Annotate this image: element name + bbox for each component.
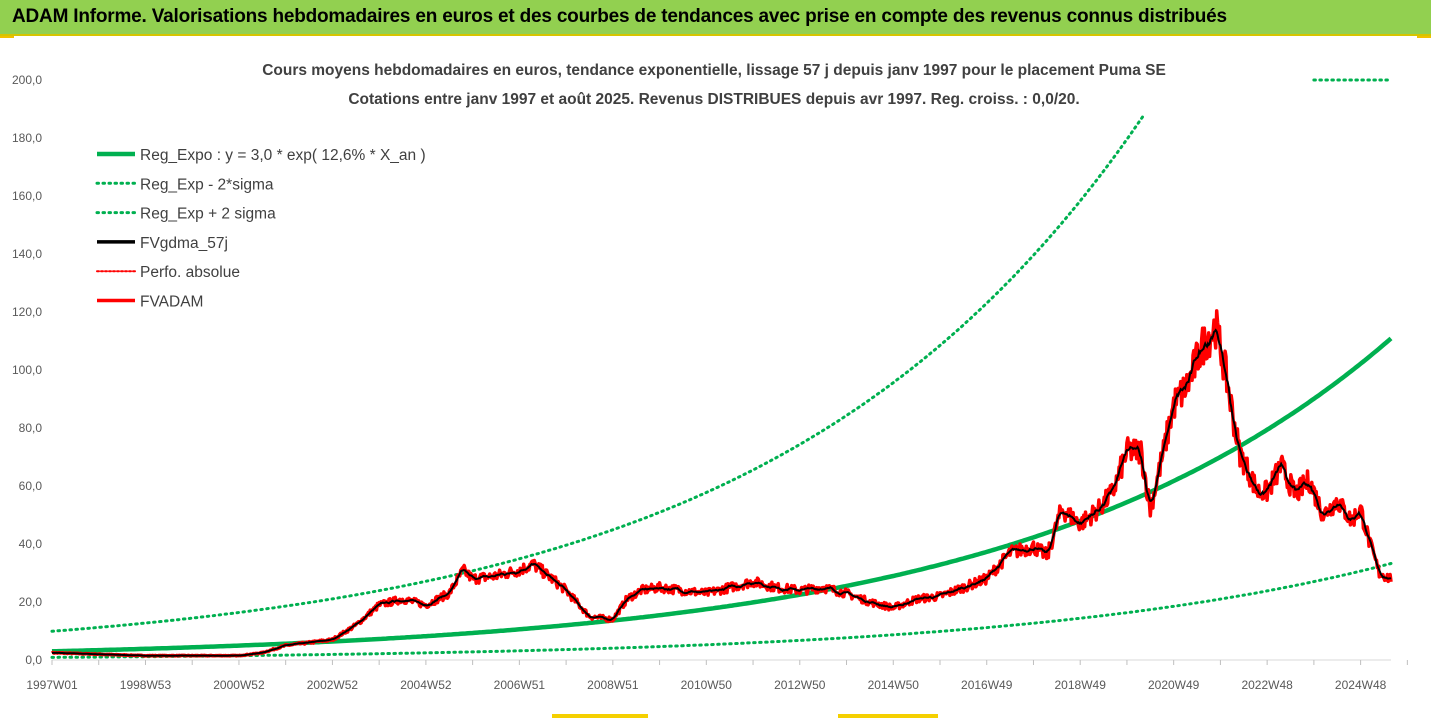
report-header: ADAM Informe. Valorisations hebdomadaire… (0, 0, 1431, 36)
x-tick-label: 2022W48 (1241, 678, 1293, 692)
y-tick-label: 180,0 (12, 131, 42, 145)
legend-label: Reg_Exp - 2*sigma (140, 176, 274, 193)
x-tick-label: 1997W01 (26, 678, 78, 692)
series-line-fvgdma (52, 328, 1392, 657)
x-tick-label: 2008W51 (587, 678, 639, 692)
x-tick-label: 2024W48 (1335, 678, 1387, 692)
x-tick-label: 2018W49 (1055, 678, 1107, 692)
series-line-upper-band (50, 114, 1145, 633)
x-tick-label: 2006W51 (494, 678, 546, 692)
series-line-lower-band (50, 562, 1393, 659)
y-tick-label: 60,0 (19, 479, 43, 493)
y-tick-label: 120,0 (12, 305, 42, 319)
y-tick-label: 200,0 (12, 73, 42, 87)
y-tick-label: 80,0 (19, 421, 43, 435)
legend-label: Reg_Expo : y = 3,0 * exp( 12,6% * X_an ) (140, 147, 426, 164)
legend-label: Reg_Exp + 2 sigma (140, 206, 276, 223)
x-tick-label: 2012W50 (774, 678, 826, 692)
x-tick-label: 2020W49 (1148, 678, 1200, 692)
x-tick-label: 2000W52 (213, 678, 265, 692)
chart-title-line1: Cours moyens hebdomadaires en euros, ten… (262, 62, 1166, 79)
x-tick-label: 2010W50 (681, 678, 733, 692)
x-tick-label: 2004W52 (400, 678, 452, 692)
y-axis: 0,0 20,0 40,0 60,0 80,0 100,0 120,0 140,0 160,0 1… (12, 73, 42, 667)
legend: Reg_Expo : y = 3,0 * exp( 12,6% * X_an )… (95, 147, 426, 311)
y-tick-label: 140,0 (12, 247, 42, 261)
x-axis: 1997W01 1998W53 2000W52 2002W52 2004W52 2006W… (26, 659, 1408, 692)
plot-lines (50, 78, 1393, 659)
x-tick-label: 2016W49 (961, 678, 1013, 692)
legend-label: FVADAM (140, 294, 203, 311)
x-tick-label: 2002W52 (307, 678, 359, 692)
y-tick-label: 40,0 (19, 537, 43, 551)
legend-label: FVgdma_57j (140, 235, 228, 252)
y-tick-label: 0,0 (25, 653, 42, 667)
x-tick-label: 2014W50 (868, 678, 920, 692)
y-tick-label: 160,0 (12, 189, 42, 203)
legend-label: Perfo. absolue (140, 264, 240, 281)
chart-area: 0,0 20,0 40,0 60,0 80,0 100,0 120,0 140,0 160,0 1… (0, 38, 1431, 718)
series-line-regression (51, 336, 1393, 654)
x-tick-label: 1998W53 (120, 678, 172, 692)
chart-svg: 0,0 20,0 40,0 60,0 80,0 100,0 120,0 140,0 160,0 1… (12, 62, 1408, 692)
bottom-accent-left (552, 714, 648, 718)
report-title: ADAM Informe. Valorisations hebdomadaire… (12, 6, 1227, 27)
bottom-accent-right (838, 714, 938, 718)
chart-title-line2: Cotations entre janv 1997 et août 2025. … (348, 91, 1079, 108)
y-tick-label: 100,0 (12, 363, 42, 377)
y-tick-label: 20,0 (19, 595, 43, 609)
